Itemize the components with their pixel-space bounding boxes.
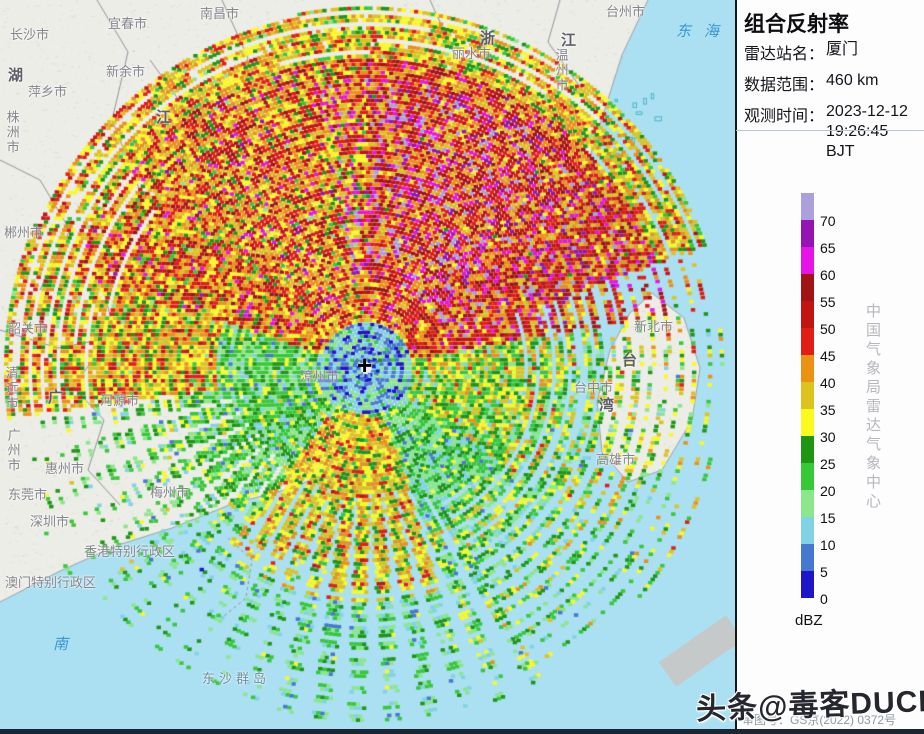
legend-segment: 25 [801,436,836,472]
info-value: 460 km [826,72,879,89]
watermark-text: 头条@毒客DUCK [695,684,924,727]
agency-watermark: 中国气象局雷达气象中心 [864,303,881,512]
legend-segment: 35 [801,382,836,418]
legend-segment: 45 [801,328,836,364]
info-value: 厦门 [826,41,859,58]
legend-value: 45 [820,348,836,364]
map-approval-number: 审图号：GS京(2022) 0372号 [742,713,897,727]
legend-segment: 50 [801,301,836,337]
legend-segment: 60 [801,247,836,283]
legend-segment: 55 [801,274,836,310]
legend-value: 65 [820,240,836,256]
legend-segment: 70 [801,193,836,229]
info-row: 雷达站名： 厦门 [744,40,920,64]
info-value: 2023-12-12 19:26:45 BJT [826,103,908,160]
panel-title: 组合反射率 [744,13,849,36]
station-info: 雷达站名： 厦门 数据范围： 460 km 观测时间： 2023-12-12 19:26:… [744,40,920,169]
legend-segment: 20 [801,463,836,499]
legend-value: 55 [820,294,836,310]
legend-value: 40 [820,375,836,391]
legend-segment: 10 [801,517,836,553]
panel-separator [736,130,924,131]
legend-value: 60 [820,267,836,283]
legend-value: 50 [820,321,836,337]
legend-unit-label: dBZ [795,612,823,629]
reflectivity-legend: 70 65 60 55 50 45 40 35 30 25 20 15 10 5 0 [801,193,836,607]
legend-value: 0 [820,591,828,607]
info-label: 观测时间： [744,108,825,125]
info-row: 观测时间： 2023-12-12 19:26:45 BJT [744,102,920,162]
legend-value: 35 [820,402,836,418]
legend-segment: 5 [801,544,828,580]
legend-value: 30 [820,429,836,445]
legend-segment: 30 [801,409,836,445]
legend-value: 10 [820,537,836,553]
info-label: 雷达站名： [744,46,825,63]
radar-map-canvas[interactable] [0,0,735,729]
legend-segment: 0 [801,571,828,607]
info-row: 数据范围： 460 km [744,71,920,95]
legend-value: 15 [820,510,836,526]
legend-segment: 65 [801,220,836,256]
legend-segment: 15 [801,490,836,526]
legend-value: 20 [820,483,836,499]
legend-value: 70 [820,213,836,229]
info-label: 数据范围： [744,77,825,94]
radar-center-crosshair: + [357,350,373,380]
info-panel [735,0,924,734]
legend-value: 25 [820,456,836,472]
legend-segment: 40 [801,355,836,391]
legend-value: 5 [820,564,828,580]
bottom-border-strip [0,729,924,734]
